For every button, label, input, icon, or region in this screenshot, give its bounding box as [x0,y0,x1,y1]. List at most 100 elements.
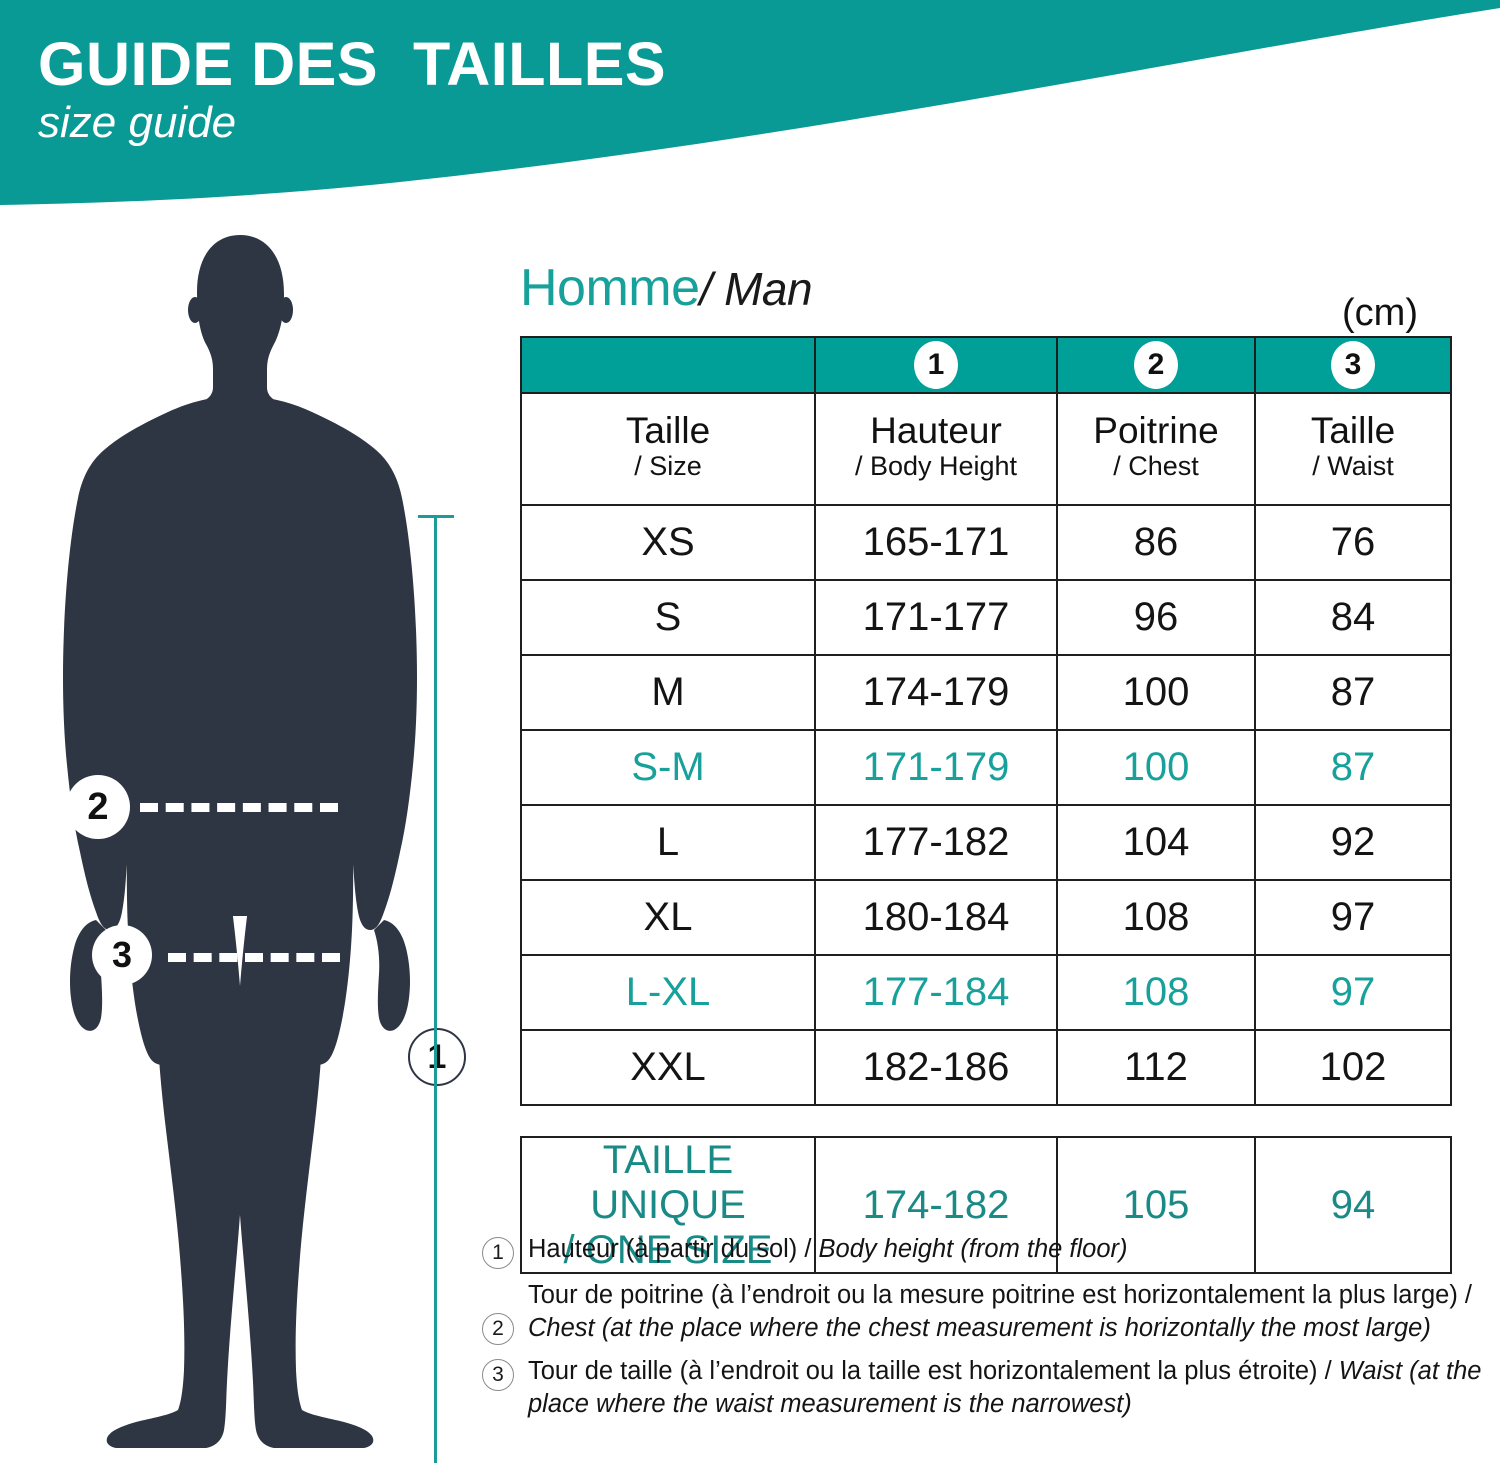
height-measure-cap-top [418,515,454,518]
table-title-fr: Homme [520,259,700,317]
cell-height: 177-184 [814,954,1058,1031]
marker-cell-chest: 2 [1056,336,1256,394]
cell-waist: 87 [1254,729,1452,806]
col-chest-en: / Chest [1113,451,1199,482]
one-size-waist: 94 [1254,1135,1452,1275]
footnote-fr-3: Tour de taille (à l’endroit ou la taille… [528,1357,1339,1386]
one-size-label-cell: TAILLE UNIQUE / ONE SIZE [520,1135,816,1275]
column-header-chest: Poitrine / Chest [1056,392,1256,506]
col-waist-fr: Taille [1310,409,1396,451]
cell-waist: 76 [1254,504,1452,581]
table-row: S-M 171-179 100 87 [520,729,1452,806]
table-row: XXL 182-186 112 102 [520,1029,1452,1106]
cell-waist: 97 [1254,879,1452,956]
body-silhouette [63,235,417,1448]
marker-circle-2: 2 [1134,341,1178,389]
table-title-en: / Man [699,263,813,315]
cell-chest: 100 [1056,654,1256,731]
cell-waist: 92 [1254,804,1452,881]
cell-height: 165-171 [814,504,1058,581]
banner-title: GUIDE DES TAILLES [38,30,667,98]
table-row: XS 165-171 86 76 [520,504,1452,581]
marker-cell-blank [520,336,816,394]
table-row: M 174-179 100 87 [520,654,1452,731]
footnote-fr-1: Hauteur (à partir du sol) / [528,1235,819,1263]
banner-subtitle: size guide [38,98,237,147]
cell-size: XL [520,879,816,956]
col-height-fr: Hauteur [870,409,1002,451]
footnote-fr-2: Tour de poitrine (à l’endroit ou la mesu… [528,1281,1472,1309]
table-row: S 171-177 96 84 [520,579,1452,656]
one-size-height: 174-182 [814,1135,1058,1275]
table-row: XL 180-184 108 97 [520,879,1452,956]
footnote-text-2: Tour de poitrine (à l’endroit ou la mesu… [528,1279,1492,1345]
cell-height: 174-179 [814,654,1058,731]
height-marker-badge: 1 [408,1028,466,1086]
chest-marker-badge: 2 [66,775,130,839]
cell-waist: 84 [1254,579,1452,656]
cell-chest: 96 [1056,579,1256,656]
footnote-en-2: Chest (at the place where the chest meas… [528,1314,1431,1343]
footnote-badge-1: 1 [482,1237,514,1269]
footnote-item: 3 Tour de taille (à l’endroit ou la tail… [482,1355,1492,1421]
cell-waist: 102 [1254,1029,1452,1106]
marker-cell-height: 1 [814,336,1058,394]
one-size-label-en: / ONE SIZE [563,1227,773,1272]
column-header-size: Taille / Size [520,392,816,506]
cell-chest: 104 [1056,804,1256,881]
height-measure-line [434,515,437,1463]
cell-height: 177-182 [814,804,1058,881]
footnote-text-1: Hauteur (à partir du sol) / Body height … [528,1233,1128,1266]
footnote-item: 2 Tour de poitrine (à l’endroit ou la me… [482,1279,1492,1345]
cell-chest: 112 [1056,1029,1256,1106]
marker-circle-1: 1 [914,341,958,389]
one-size-row: TAILLE UNIQUE / ONE SIZE 174-182 105 94 [520,1135,1452,1275]
table-row: L 177-182 104 92 [520,804,1452,881]
size-table-area: Homme/ Man (cm) 1 2 3 [520,258,1460,1275]
footnote-text-3: Tour de taille (à l’endroit ou la taille… [528,1355,1492,1421]
col-size-fr: Taille [625,409,711,451]
marker-circle-3: 3 [1331,341,1375,389]
header-banner: GUIDE DES TAILLES size guide [0,0,1500,230]
footnote-en-3: Waist (at the place where the waist meas… [528,1357,1482,1419]
chest-measure-line [140,803,338,812]
cell-size: XS [520,504,816,581]
one-size-label-fr: TAILLE UNIQUE [590,1138,746,1227]
table-row: L-XL 177-184 108 97 [520,954,1452,1031]
cell-size: S [520,579,816,656]
banner-text-group: GUIDE DES TAILLES size guide [38,34,666,145]
waist-measure-line [168,953,340,962]
figure-area: 2 3 1 [0,230,500,1463]
cell-height: 182-186 [814,1029,1058,1106]
cell-size: M [520,654,816,731]
one-size-table: TAILLE UNIQUE / ONE SIZE 174-182 105 94 [520,1135,1452,1275]
cell-size: L [520,804,816,881]
cell-size: S-M [520,729,816,806]
cell-size: L-XL [520,954,816,1031]
cell-height: 171-177 [814,579,1058,656]
footnote-badge-2: 2 [482,1313,514,1345]
one-size-chest: 105 [1056,1135,1256,1275]
cell-chest: 108 [1056,954,1256,1031]
cell-chest: 100 [1056,729,1256,806]
col-chest-fr: Poitrine [1093,409,1219,451]
cell-waist: 97 [1254,954,1452,1031]
waist-marker-badge: 3 [92,925,152,985]
size-table: 1 2 3 Taille / Size Hauteur [520,336,1452,1106]
footnote-item: 1 Hauteur (à partir du sol) / Body heigh… [482,1233,1492,1269]
banner-shape [0,0,1500,205]
col-size-en: / Size [634,451,702,482]
cell-chest: 86 [1056,504,1256,581]
column-header-row: Taille / Size Hauteur / Body Height Poit… [520,392,1452,506]
cell-size: XXL [520,1029,816,1106]
marker-cell-waist: 3 [1254,336,1452,394]
col-waist-en: / Waist [1312,451,1394,482]
col-height-en: / Body Height [854,451,1018,482]
column-header-waist: Taille / Waist [1254,392,1452,506]
footnotes-list: 1 Hauteur (à partir du sol) / Body heigh… [482,1233,1492,1432]
column-header-height: Hauteur / Body Height [814,392,1058,506]
table-title-group: Homme/ Man (cm) [520,258,1460,336]
cell-height: 180-184 [814,879,1058,956]
cell-height: 171-179 [814,729,1058,806]
